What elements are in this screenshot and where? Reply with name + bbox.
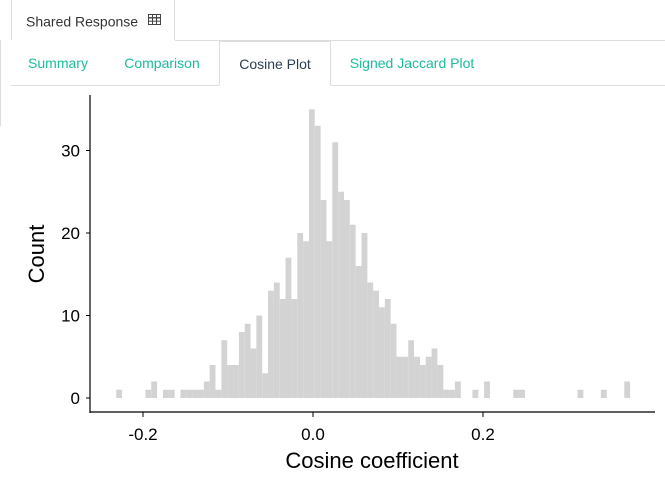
histogram-bar — [238, 332, 245, 398]
panel-left-border — [0, 40, 1, 126]
histogram-bar — [180, 389, 187, 398]
histogram-bar — [162, 389, 169, 398]
histogram-bar — [279, 299, 286, 398]
histogram-bar — [168, 389, 175, 398]
histogram-bar — [262, 373, 269, 398]
histogram-bar — [379, 307, 385, 398]
tab-shared-response-label: Shared Response — [26, 13, 139, 30]
histogram-bar — [145, 389, 152, 398]
histogram-bar — [151, 381, 158, 398]
histogram-svg: 0 10 20 30 -0.2 0.0 0.2 Cosine coefficient Co… — [24, 95, 655, 473]
x-axis-title: Cosine coefficient — [285, 448, 458, 473]
histogram-bar — [326, 241, 333, 398]
x-tick-label: -0.2 — [128, 425, 157, 444]
cosine-histogram: 0 10 20 30 -0.2 0.0 0.2 Cosine coefficient Co… — [0, 86, 665, 486]
histogram-bar — [291, 299, 298, 398]
histogram-bar — [390, 323, 397, 398]
histogram-bar — [437, 365, 444, 398]
tab-comparison[interactable]: Comparison — [124, 55, 200, 71]
histogram-bar — [484, 381, 490, 398]
histogram-bar — [361, 233, 368, 398]
y-tick-label: 0 — [71, 389, 80, 408]
x-tick-label: 0.2 — [471, 425, 495, 444]
histogram-bar — [355, 266, 362, 398]
histogram-bar — [373, 290, 380, 398]
x-tick-label: 0.0 — [301, 425, 325, 444]
histogram-bar — [408, 340, 415, 398]
histogram-bar — [320, 200, 327, 398]
x-axis-ticks: -0.2 0.0 0.2 — [128, 412, 495, 444]
histogram-bar — [256, 315, 263, 398]
y-axis-ticks: 0 10 20 30 — [61, 142, 90, 408]
histogram-bar — [314, 125, 321, 398]
histogram-bar — [384, 299, 391, 398]
y-tick-label: 30 — [61, 142, 80, 161]
histogram-bar — [343, 200, 350, 398]
histogram-bar — [186, 389, 193, 398]
tab-summary[interactable]: Summary — [28, 55, 88, 71]
histogram-bar — [472, 389, 479, 398]
histogram-bar — [303, 241, 309, 398]
inner-tab-bar: Summary Comparison Cosine Plot Signed Ja… — [11, 41, 665, 86]
histogram-bar — [449, 389, 455, 398]
histogram-bar — [425, 356, 432, 398]
histogram-bar — [349, 224, 356, 398]
histogram-bar — [624, 381, 631, 398]
outer-tab-bar: Shared Response — [0, 0, 665, 41]
histogram-bar — [297, 233, 304, 398]
table-icon — [147, 0, 161, 40]
histogram-bar — [233, 365, 239, 398]
histogram-bar — [454, 381, 461, 398]
y-tick-label: 10 — [61, 307, 80, 326]
tab-signed-jaccard-plot[interactable]: Signed Jaccard Plot — [349, 55, 475, 71]
histogram-bar — [443, 389, 450, 398]
histogram-bar — [273, 282, 280, 398]
histogram-bar — [577, 389, 584, 398]
histogram-bar — [197, 389, 204, 398]
y-axis-title: Count — [24, 225, 49, 284]
histogram-bar — [215, 389, 222, 398]
histogram-bar — [221, 340, 228, 398]
histogram-bar — [419, 365, 426, 398]
histogram-bar — [332, 142, 339, 398]
histogram-bar — [396, 356, 403, 398]
histogram-bar — [414, 356, 420, 398]
tab-cosine-plot[interactable]: Cosine Plot — [219, 41, 331, 86]
histogram-bar — [116, 389, 123, 398]
y-tick-label: 20 — [61, 224, 80, 243]
histogram-bar — [402, 356, 409, 398]
histogram-bars — [116, 109, 631, 398]
histogram-bar — [600, 389, 607, 398]
histogram-bar — [513, 389, 520, 398]
histogram-bar — [367, 282, 374, 398]
histogram-bar — [519, 389, 525, 398]
histogram-bar — [209, 365, 216, 398]
histogram-bar — [268, 290, 274, 398]
histogram-bar — [192, 389, 198, 398]
histogram-bar — [250, 348, 257, 398]
histogram-bar — [338, 191, 344, 398]
tab-shared-response[interactable]: Shared Response — [11, 0, 175, 40]
histogram-bar — [227, 365, 233, 398]
tab-bar-divider — [175, 40, 665, 41]
histogram-bar — [203, 381, 210, 398]
histogram-bar — [431, 348, 438, 398]
histogram-bar — [285, 257, 292, 398]
histogram-bar — [308, 109, 315, 398]
histogram-bar — [244, 323, 251, 398]
